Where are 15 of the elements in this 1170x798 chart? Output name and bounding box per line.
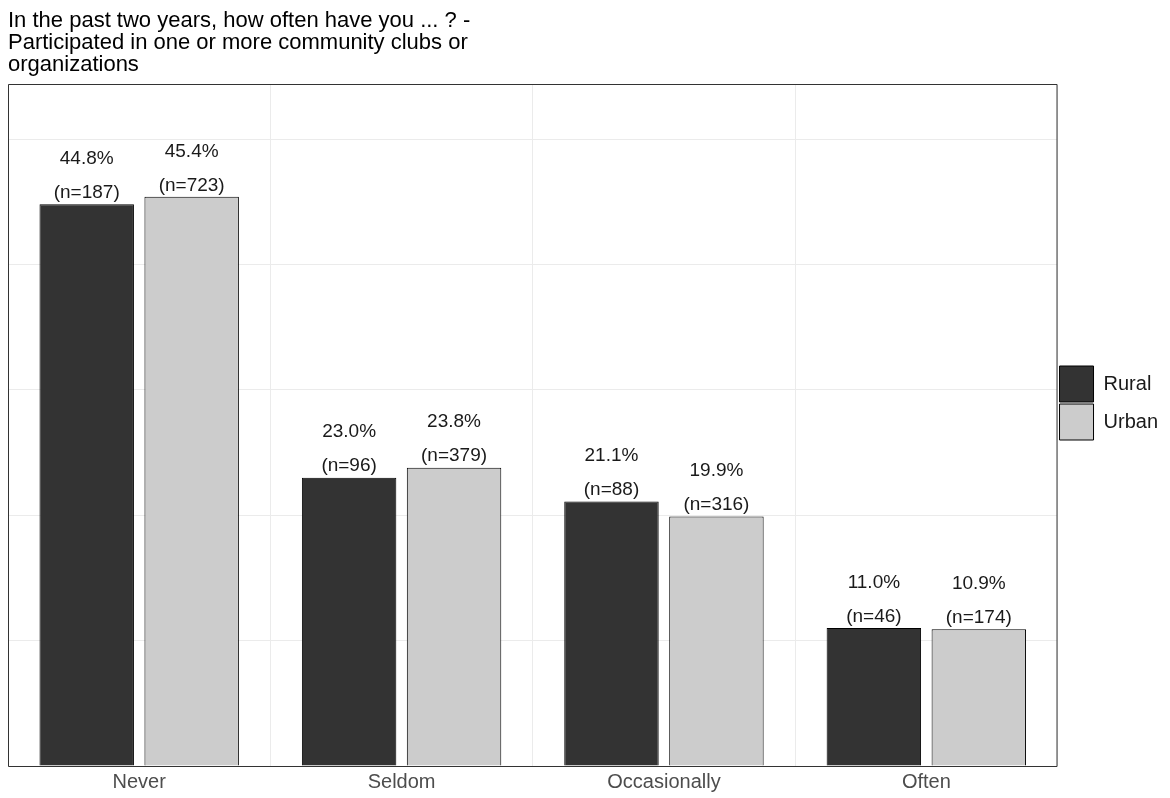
legend-label: Urban: [1103, 409, 1159, 432]
chart-title: In the past two years, how often have you ... ? - Participated in one or more community clubs or organizations: [8, 7, 471, 77]
data-label: 11.0% (n=46): [846, 570, 902, 626]
x-tick-label: Never: [112, 769, 167, 792]
data-label: 44.8% (n=187): [53, 147, 120, 203]
data-label: 10.9% (n=174): [945, 572, 1012, 628]
data-label: 23.0% (n=96): [321, 420, 377, 476]
data-label: 45.4% (n=723): [158, 139, 225, 195]
data-label: 19.9% (n=316): [683, 459, 750, 515]
data-label: 21.1% (n=88): [583, 444, 640, 500]
data-label: 23.8% (n=379): [421, 410, 488, 466]
legend-label: Rural: [1103, 371, 1152, 394]
x-tick-label: Often: [901, 769, 951, 792]
x-tick-label: Seldom: [367, 769, 436, 792]
x-tick-label: Occasionally: [607, 769, 721, 792]
